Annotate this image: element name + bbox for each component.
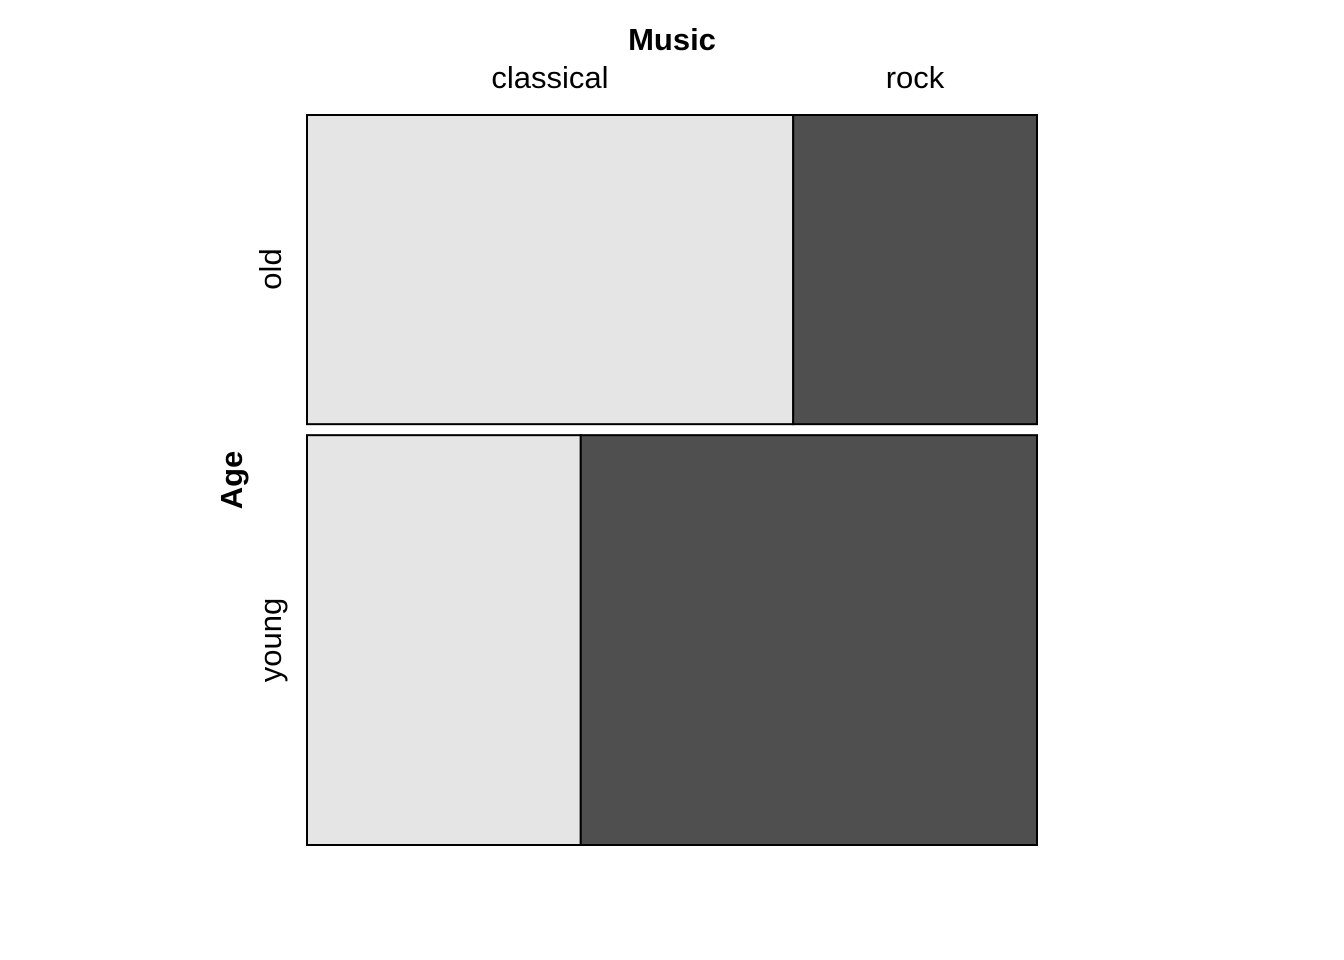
col-label-classical: classical [491, 60, 608, 95]
tile-old-classical [306, 114, 795, 426]
col-variable-title: Music [628, 22, 716, 57]
row-variable-title: Age [214, 451, 249, 510]
row-label-young: young [253, 598, 288, 682]
col-label-rock: rock [886, 60, 945, 95]
tile-old-rock [792, 114, 1038, 426]
tile-young-rock [579, 434, 1038, 846]
mosaic-tiles [306, 114, 1038, 846]
tile-young-classical [306, 434, 582, 846]
row-label-old: old [253, 248, 288, 289]
